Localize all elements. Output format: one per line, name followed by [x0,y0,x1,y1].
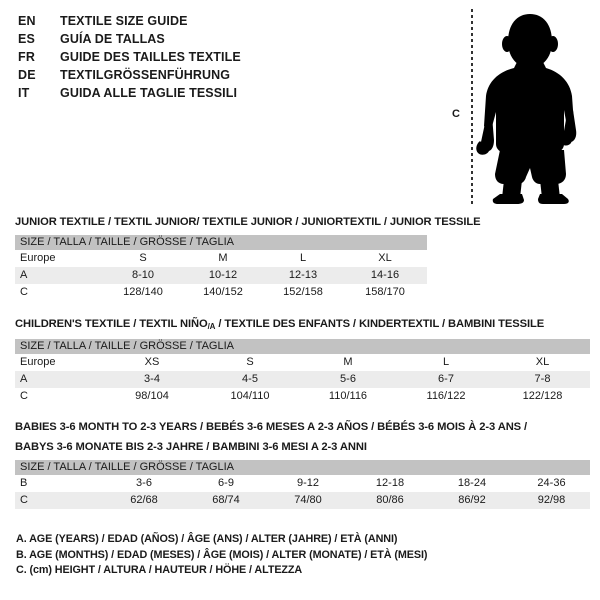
cell: 158/170 [343,284,427,301]
section-title-line1: BABIES 3-6 MONTH TO 2-3 YEARS / BEBÉS 3-… [15,421,528,433]
section-title-line2: BABYS 3-6 MONATE BIS 2-3 JAHRE / BAMBINI… [15,441,367,453]
cell: 7-8 [495,371,590,388]
babies-size-table: SIZE / TALLA / TAILLE / GRÖSSE / TAGLIA … [15,460,590,509]
cell: 14-16 [343,267,427,284]
language-row-es: ES GUÍA DE TALLAS [18,32,418,50]
row-label: Europe [15,250,103,267]
cell: 6-7 [397,371,495,388]
cell: 152/158 [263,284,343,301]
legend-line-c: C. (cm) HEIGHT / ALTURA / HAUTEUR / HÖHE… [16,564,303,576]
cell: 110/116 [299,388,397,405]
junior-size-table: SIZE / TALLA / TAILLE / GRÖSSE / TAGLIA … [15,235,427,301]
language-row-fr: FR GUIDE DES TAILLES TEXTILE [18,50,418,68]
measurement-legend: A. AGE (YEARS) / EDAD (AÑOS) / ÂGE (ANS)… [16,532,576,579]
height-label-c: C [452,108,460,120]
section-title-prefix: CHILDREN'S TEXTILE / TEXTIL NIÑO [15,318,208,330]
cell: 104/110 [201,388,299,405]
language-title-block: EN TEXTILE SIZE GUIDE ES GUÍA DE TALLAS … [18,14,418,104]
language-code: DE [18,68,36,82]
language-row-en: EN TEXTILE SIZE GUIDE [18,14,418,32]
language-title: TEXTILE SIZE GUIDE [60,14,188,28]
cell: 3-6 [103,475,185,492]
language-code: EN [18,14,36,28]
table-row: C 62/68 68/74 74/80 80/86 86/92 92/98 [15,492,590,509]
cell: 62/68 [103,492,185,509]
language-code: IT [18,86,30,100]
table-row: B 3-6 6-9 9-12 12-18 18-24 24-36 [15,475,590,492]
cell: 12-13 [263,267,343,284]
legend-line-b: B. AGE (MONTHS) / EDAD (MESES) / ÂGE (MO… [16,548,428,561]
table-row: C 98/104 104/110 110/116 116/122 122/128 [15,388,590,405]
section-babies-textile: BABIES 3-6 MONTH TO 2-3 YEARS / BEBÉS 3-… [15,420,590,509]
band-label: SIZE / TALLA / TAILLE / GRÖSSE / TAGLIA [15,235,427,250]
section-title: CHILDREN'S TEXTILE / TEXTIL NIÑO/A / TEX… [15,317,590,334]
cell: M [183,250,263,267]
cell: 92/98 [513,492,590,509]
cell: L [397,354,495,371]
row-label: Europe [15,354,103,371]
height-measurement-figure: C [430,4,600,209]
cell: XS [103,354,201,371]
language-title: TEXTILGRÖSSENFÜHRUNG [60,68,231,82]
cell: 9-12 [267,475,349,492]
cell: 140/152 [183,284,263,301]
table-row: A 8-10 10-12 12-13 14-16 [15,267,427,284]
toddler-silhouette-icon [476,14,577,204]
cell: 12-18 [349,475,431,492]
cell: 6-9 [185,475,267,492]
table-band-row: SIZE / TALLA / TAILLE / GRÖSSE / TAGLIA [15,235,427,250]
cell: 5-6 [299,371,397,388]
table-row: C 128/140 140/152 152/158 158/170 [15,284,427,301]
language-row-de: DE TEXTILGRÖSSENFÜHRUNG [18,68,418,86]
cell: S [201,354,299,371]
cell: 80/86 [349,492,431,509]
language-title: GUÍA DE TALLAS [60,32,165,46]
cell: 8-10 [103,267,183,284]
language-title: GUIDE DES TAILLES TEXTILE [60,50,241,64]
cell: 116/122 [397,388,495,405]
cell: 24-36 [513,475,590,492]
children-size-table: SIZE / TALLA / TAILLE / GRÖSSE / TAGLIA … [15,339,590,405]
cell: 74/80 [267,492,349,509]
cell: 4-5 [201,371,299,388]
band-label: SIZE / TALLA / TAILLE / GRÖSSE / TAGLIA [15,460,590,475]
table-row: Europe XS S M L XL [15,354,590,371]
section-junior-textile: JUNIOR TEXTILE / TEXTIL JUNIOR/ TEXTILE … [15,215,481,301]
language-title: GUIDA ALLE TAGLIE TESSILI [60,86,238,100]
cell: 86/92 [431,492,513,509]
row-label: A [15,371,103,388]
language-code: FR [18,50,36,64]
section-childrens-textile: CHILDREN'S TEXTILE / TEXTIL NIÑO/A / TEX… [15,317,590,405]
section-title-subscript: /A [207,322,216,331]
cell: XL [343,250,427,267]
row-label: C [15,492,103,509]
row-label: A [15,267,103,284]
cell: S [103,250,183,267]
row-label: C [15,284,103,301]
cell: 68/74 [185,492,267,509]
cell: 18-24 [431,475,513,492]
cell: 3-4 [103,371,201,388]
band-label: SIZE / TALLA / TAILLE / GRÖSSE / TAGLIA [15,339,590,354]
language-code: ES [18,32,36,46]
row-label: C [15,388,103,405]
table-band-row: SIZE / TALLA / TAILLE / GRÖSSE / TAGLIA [15,339,590,354]
section-title-suffix: / TEXTILE DES ENFANTS / KINDERTEXTIL / B… [215,318,545,330]
cell: 10-12 [183,267,263,284]
section-title: JUNIOR TEXTILE / TEXTIL JUNIOR/ TEXTILE … [15,216,481,228]
cell: 128/140 [103,284,183,301]
cell: 98/104 [103,388,201,405]
table-row: Europe S M L XL [15,250,427,267]
cell: L [263,250,343,267]
cell: M [299,354,397,371]
table-band-row: SIZE / TALLA / TAILLE / GRÖSSE / TAGLIA [15,460,590,475]
table-row: A 3-4 4-5 5-6 6-7 7-8 [15,371,590,388]
language-row-it: IT GUIDA ALLE TAGLIE TESSILI [18,86,418,104]
row-label: B [15,475,103,492]
cell: XL [495,354,590,371]
legend-line-a: A. AGE (YEARS) / EDAD (AÑOS) / ÂGE (ANS)… [16,533,398,545]
cell: 122/128 [495,388,590,405]
